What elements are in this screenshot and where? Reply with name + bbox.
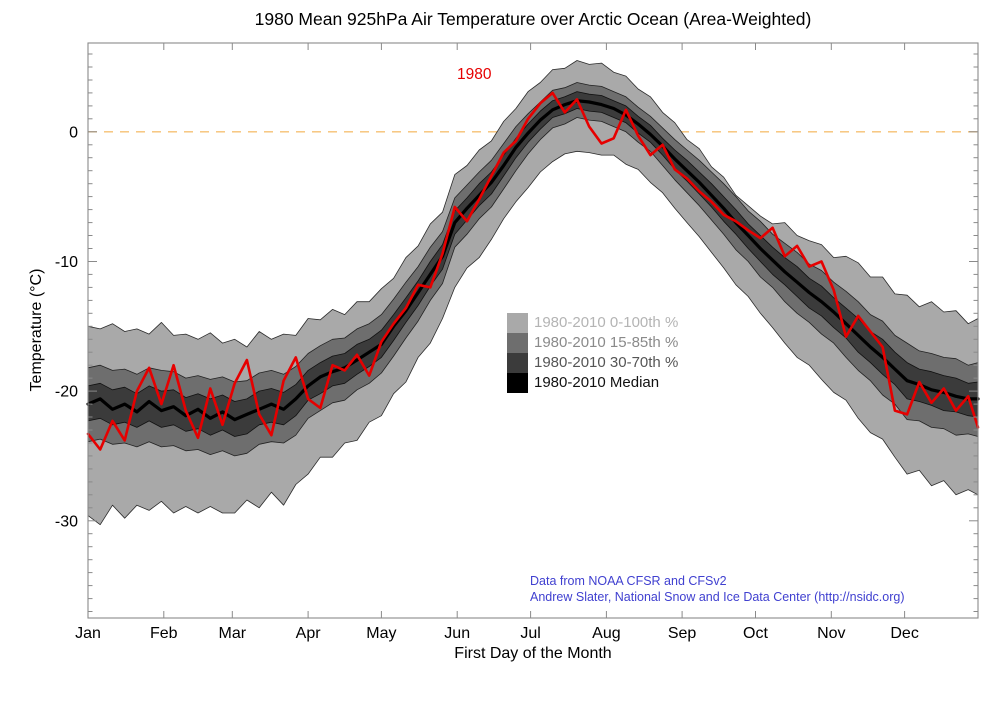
- y-tick-label: -20: [55, 384, 78, 401]
- data-credits: Data from NOAA CFSR and CFSv2 Andrew Sla…: [530, 574, 905, 605]
- x-axis-ticks: Jan Feb Mar Apr May Jun Jul Aug Sep Oct Nov Dec: [75, 43, 919, 642]
- legend-label: 1980-2010 Median: [534, 374, 660, 391]
- x-tick-label: Sep: [668, 625, 697, 642]
- credit-line-2: Andrew Slater, National Snow and Ice Dat…: [530, 589, 905, 604]
- y-tick-label: -10: [55, 254, 78, 271]
- x-tick-label: Jan: [75, 625, 101, 642]
- x-tick-label: Jul: [520, 625, 540, 642]
- y-axis-ticks: -30 -20 -10 0: [55, 53, 978, 612]
- y-tick-label: -30: [55, 513, 78, 530]
- chart-title: 1980 Mean 925hPa Air Temperature over Ar…: [254, 9, 812, 29]
- legend: 1980-2010 0-100th % 1980-2010 15-85th % 19…: [507, 313, 678, 393]
- credit-line-1: Data from NOAA CFSR and CFSv2: [530, 574, 727, 588]
- legend-item: 1980-2010 30-70th %: [507, 353, 678, 373]
- x-tick-label: Mar: [219, 625, 247, 642]
- x-tick-label: Apr: [296, 625, 322, 642]
- legend-swatch: [507, 373, 528, 393]
- legend-label: 1980-2010 0-100th %: [534, 314, 679, 331]
- legend-label: 1980-2010 15-85th %: [534, 334, 679, 351]
- legend-label: 1980-2010 30-70th %: [534, 354, 679, 371]
- x-tick-label: Dec: [890, 625, 918, 642]
- legend-item: 1980-2010 Median: [507, 373, 678, 393]
- line-1980: [86, 91, 980, 451]
- line-1980-2010-median: [86, 99, 980, 422]
- series-annotation-1980: 1980: [457, 66, 492, 83]
- x-tick-label: Oct: [743, 625, 768, 642]
- x-tick-label: Feb: [150, 625, 178, 642]
- legend-swatch: [507, 333, 528, 353]
- legend-item: 1980-2010 15-85th %: [507, 333, 678, 353]
- plot-border: [87, 42, 979, 619]
- x-tick-label: Nov: [817, 625, 845, 642]
- y-axis-title: Temperature (°C): [28, 268, 45, 392]
- legend-item: 1980-2010 0-100th %: [507, 313, 678, 333]
- x-axis-title: First Day of the Month: [454, 645, 612, 662]
- legend-swatch: [507, 353, 528, 373]
- legend-swatch: [507, 313, 528, 333]
- x-tick-label: May: [366, 625, 396, 642]
- x-tick-label: Aug: [592, 625, 620, 642]
- x-tick-label: Jun: [444, 625, 470, 642]
- y-tick-label: 0: [69, 124, 78, 141]
